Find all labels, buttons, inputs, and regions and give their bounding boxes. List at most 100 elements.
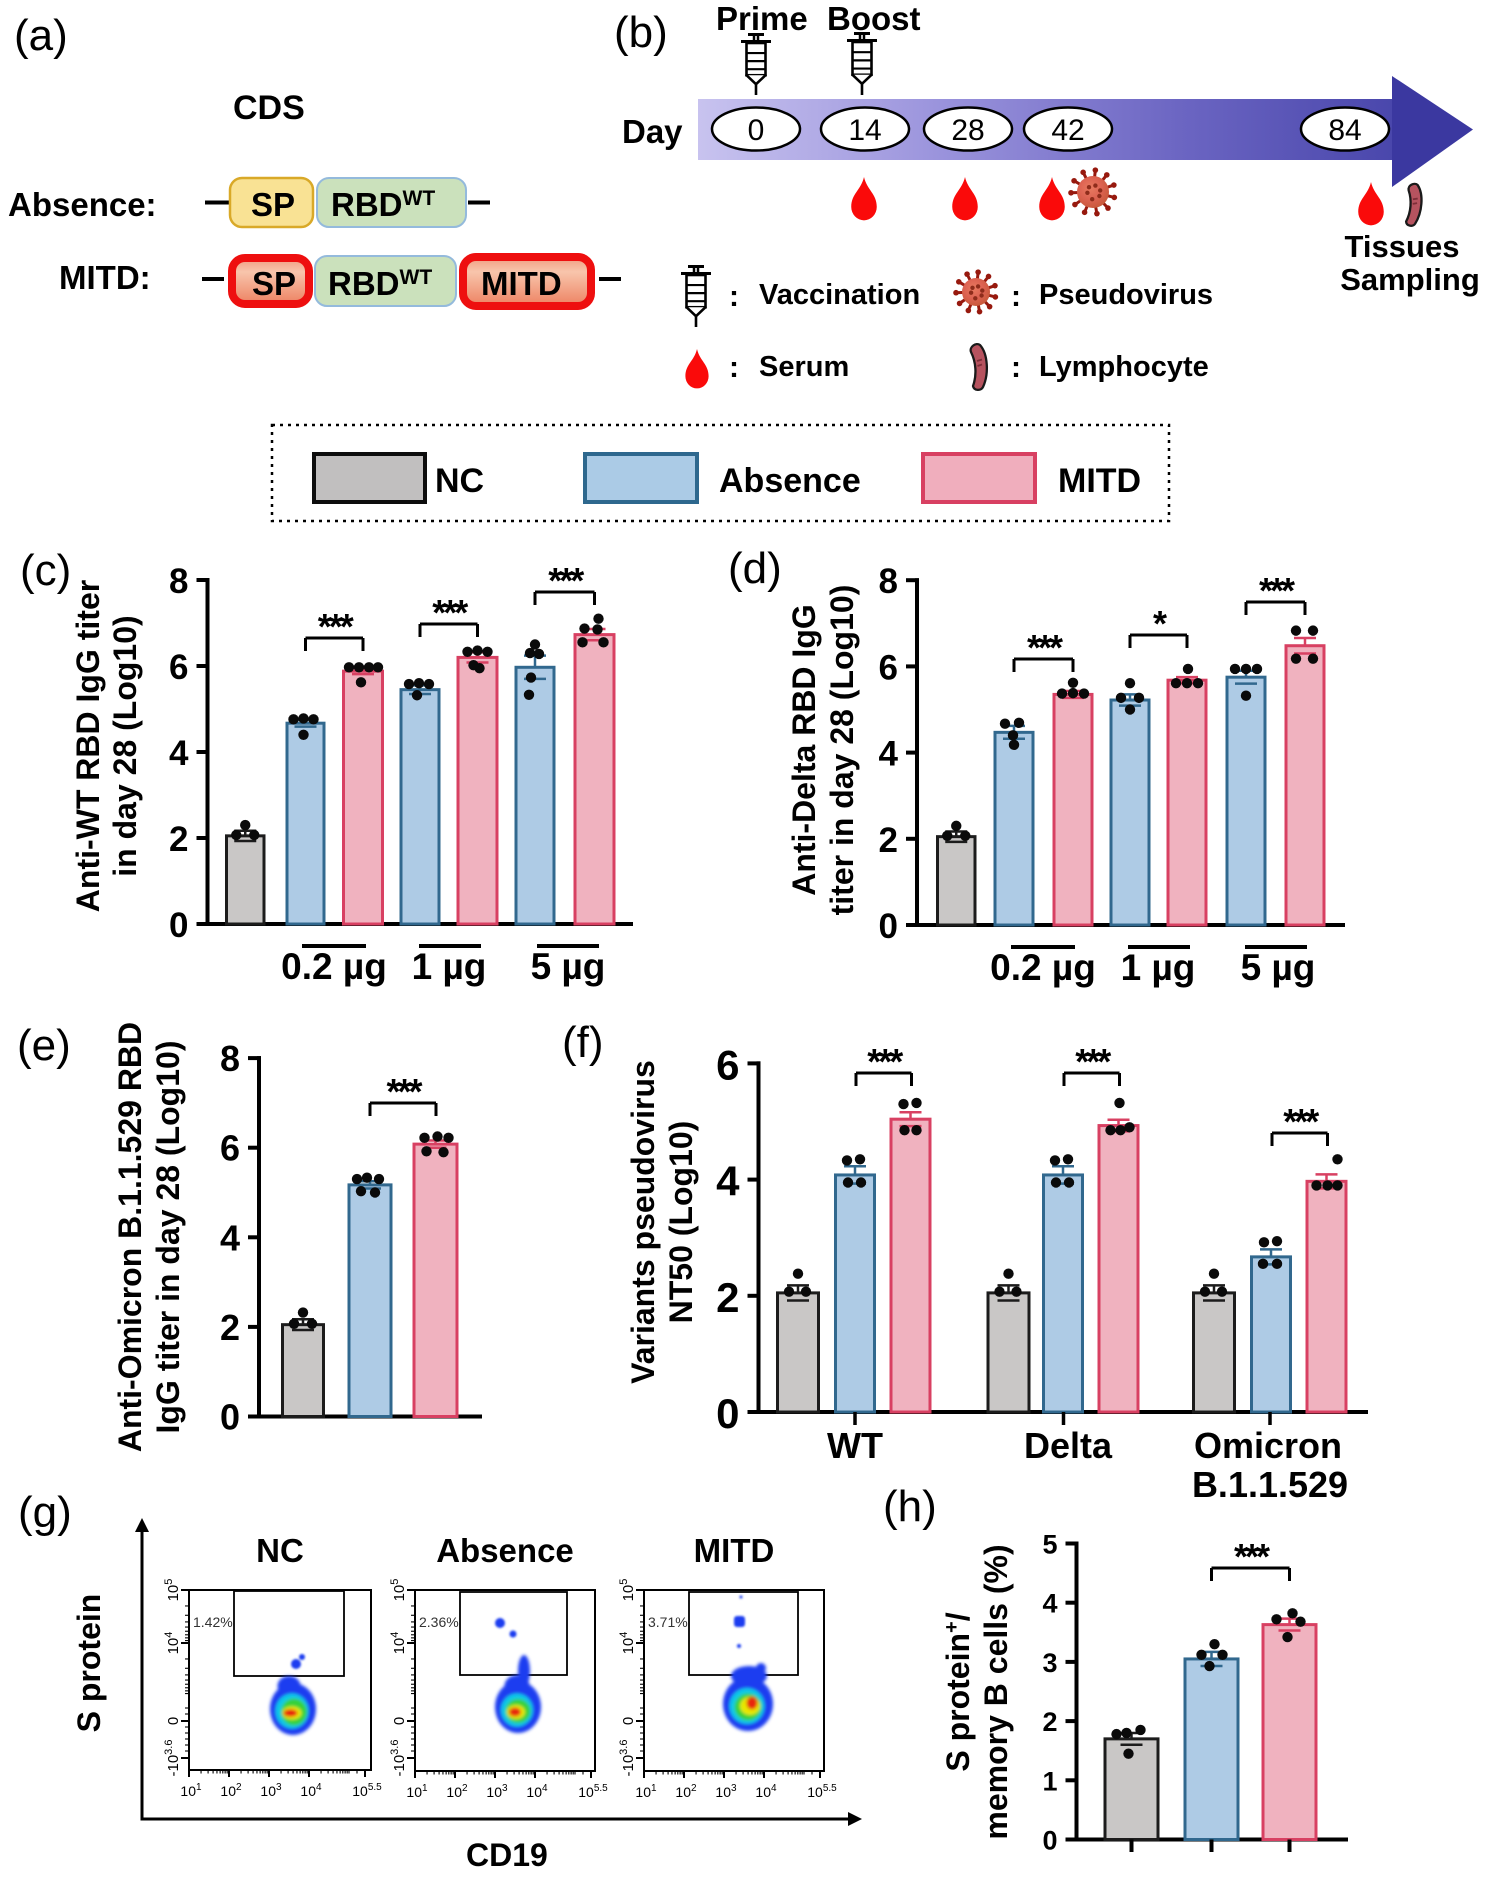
svg-text:***: *** <box>1075 1041 1111 1082</box>
svg-text:(b): (b) <box>614 8 668 57</box>
svg-text:1 µg: 1 µg <box>412 946 487 987</box>
svg-text:NC: NC <box>435 462 484 500</box>
svg-text:Lymphocyte: Lymphocyte <box>1039 351 1209 383</box>
svg-text:Vaccination: Vaccination <box>759 279 920 311</box>
svg-text:84: 84 <box>1328 114 1361 147</box>
svg-text:0.2 µg: 0.2 µg <box>990 947 1096 988</box>
svg-text:MITD: MITD <box>1058 462 1141 500</box>
svg-text:4: 4 <box>220 1217 240 1258</box>
svg-text:(d): (d) <box>728 544 782 593</box>
svg-text:***: *** <box>1283 1101 1319 1142</box>
svg-text:6: 6 <box>879 648 898 687</box>
svg-text:MITD: MITD <box>481 265 562 302</box>
svg-text:2.36%: 2.36% <box>419 1614 459 1630</box>
svg-text:Delta: Delta <box>1024 1425 1113 1466</box>
svg-text:1.42%: 1.42% <box>193 1614 233 1630</box>
svg-text:WT: WT <box>827 1425 883 1466</box>
svg-text:MITD: MITD <box>694 1532 775 1569</box>
svg-text:2: 2 <box>220 1307 240 1348</box>
svg-text:***: *** <box>432 592 468 633</box>
svg-text:Absence: Absence <box>436 1532 574 1569</box>
svg-text:6: 6 <box>169 648 188 687</box>
svg-text:Absence: Absence <box>719 462 861 500</box>
svg-text:NC: NC <box>256 1532 304 1569</box>
svg-text:***: *** <box>1027 627 1063 668</box>
svg-text:***: *** <box>548 560 584 601</box>
svg-text:titer in day 28 (Log10): titer in day 28 (Log10) <box>824 585 860 916</box>
svg-text:NT50 (Log10): NT50 (Log10) <box>663 1121 699 1324</box>
svg-text:6: 6 <box>220 1128 240 1169</box>
svg-text:in day 28 (Log10): in day 28 (Log10) <box>107 615 143 876</box>
svg-text:Tissues: Tissues <box>1345 229 1460 264</box>
svg-text:8: 8 <box>879 562 898 601</box>
svg-text:***: *** <box>318 606 354 647</box>
svg-text:0: 0 <box>169 906 188 945</box>
svg-text:***: *** <box>1259 570 1295 611</box>
svg-text:2: 2 <box>716 1274 739 1321</box>
svg-text:(e): (e) <box>17 1021 71 1070</box>
svg-text:memory B cells (%): memory B cells (%) <box>978 1544 1014 1839</box>
svg-text:0: 0 <box>620 1717 637 1725</box>
svg-text:42: 42 <box>1051 114 1084 147</box>
svg-text:(f): (f) <box>562 1018 604 1067</box>
svg-text:CD19: CD19 <box>466 1837 548 1873</box>
svg-text:SP: SP <box>252 265 296 302</box>
svg-text:2: 2 <box>169 820 188 859</box>
svg-text:5: 5 <box>1042 1530 1057 1560</box>
svg-text:(a): (a) <box>14 11 68 60</box>
svg-text:0: 0 <box>1042 1826 1057 1856</box>
svg-text:1: 1 <box>1042 1766 1057 1796</box>
svg-text:4: 4 <box>716 1158 740 1205</box>
svg-text:28: 28 <box>951 114 984 147</box>
svg-text::: : <box>729 351 739 384</box>
svg-text:0: 0 <box>748 114 765 147</box>
svg-text::: : <box>1011 280 1021 313</box>
svg-text::: : <box>1011 351 1021 384</box>
svg-text:Variants pseudovirus: Variants pseudovirus <box>625 1060 661 1384</box>
svg-text::: : <box>729 280 739 313</box>
svg-text:Sampling: Sampling <box>1340 262 1480 297</box>
svg-text:0: 0 <box>879 907 898 946</box>
svg-text:S protein: S protein <box>71 1594 107 1733</box>
svg-text:8: 8 <box>220 1038 240 1079</box>
svg-text:Boost: Boost <box>827 0 921 37</box>
svg-text:Anti-WT RBD IgG titer: Anti-WT RBD IgG titer <box>70 580 106 912</box>
svg-text:5 µg: 5 µg <box>531 946 606 987</box>
svg-text:MITD:: MITD: <box>59 259 151 296</box>
svg-text:Omicron: Omicron <box>1194 1425 1342 1466</box>
svg-text:0: 0 <box>391 1717 408 1725</box>
svg-text:4: 4 <box>1042 1589 1057 1619</box>
svg-text:2: 2 <box>879 821 898 860</box>
svg-text:5 µg: 5 µg <box>1241 947 1316 988</box>
svg-text:***: *** <box>867 1041 903 1082</box>
svg-text:Anti-Omicron B.1.1.529 RBD: Anti-Omicron B.1.1.529 RBD <box>112 1022 148 1452</box>
svg-text:B.1.1.529: B.1.1.529 <box>1192 1464 1348 1505</box>
svg-text:Serum: Serum <box>759 351 849 383</box>
svg-text:1 µg: 1 µg <box>1121 947 1196 988</box>
svg-text:IgG titer in day 28 (Log10): IgG titer in day 28 (Log10) <box>150 1041 186 1434</box>
svg-text:S protein+/: S protein+/ <box>940 1612 976 1771</box>
svg-text:0.2 µg: 0.2 µg <box>281 946 387 987</box>
svg-text:0: 0 <box>220 1397 240 1438</box>
svg-text:Prime: Prime <box>716 0 808 37</box>
svg-text:***: *** <box>1234 1536 1270 1577</box>
svg-text:4: 4 <box>169 734 189 773</box>
svg-text:(c): (c) <box>20 546 71 595</box>
svg-text:Pseudovirus: Pseudovirus <box>1039 279 1213 311</box>
svg-text:Day: Day <box>622 113 683 150</box>
svg-text:0: 0 <box>716 1390 739 1437</box>
svg-text:4: 4 <box>879 735 899 774</box>
svg-text:(g): (g) <box>18 1488 72 1537</box>
svg-text:2: 2 <box>1042 1707 1057 1737</box>
svg-text:(h): (h) <box>883 1482 937 1531</box>
svg-text:8: 8 <box>169 562 188 601</box>
svg-text:6: 6 <box>716 1041 739 1088</box>
svg-text:14: 14 <box>848 114 881 147</box>
svg-text:Anti-Delta RBD IgG: Anti-Delta RBD IgG <box>786 604 822 896</box>
svg-text:0: 0 <box>165 1717 182 1725</box>
svg-text:Absence:: Absence: <box>8 186 157 223</box>
svg-text:SP: SP <box>251 186 295 223</box>
svg-text:***: *** <box>386 1071 422 1112</box>
svg-text:3: 3 <box>1042 1648 1057 1678</box>
svg-text:3.71%: 3.71% <box>648 1614 688 1630</box>
